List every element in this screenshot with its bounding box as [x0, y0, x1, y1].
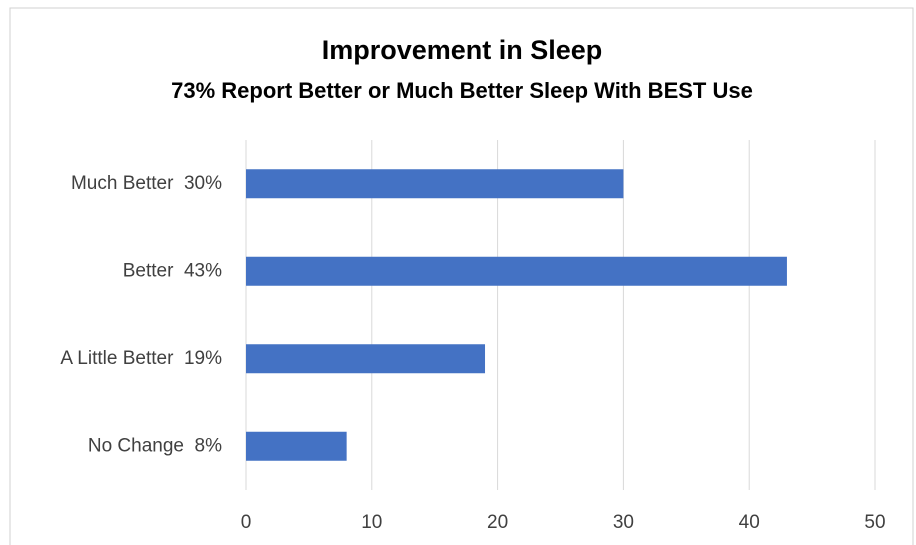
x-tick-label: 50 — [864, 512, 885, 533]
x-tick-label: 0 — [241, 512, 252, 533]
x-tick-label: 20 — [487, 512, 508, 533]
bar — [246, 344, 486, 374]
x-tick-label: 40 — [739, 512, 760, 533]
bar — [246, 169, 624, 199]
y-tick-label: A Little Better 19% — [60, 348, 222, 369]
bar — [246, 431, 347, 461]
y-tick-label: Much Better 30% — [71, 173, 222, 194]
y-tick-label: Better 43% — [123, 260, 222, 281]
chart-subtitle: 73% Report Better or Much Better Sleep W… — [171, 78, 753, 103]
x-tick-label: 30 — [613, 512, 634, 533]
chart-title: Improvement in Sleep — [322, 35, 603, 65]
bar — [246, 256, 787, 286]
y-tick-label: No Change 8% — [88, 435, 222, 456]
x-tick-label: 10 — [361, 512, 382, 533]
